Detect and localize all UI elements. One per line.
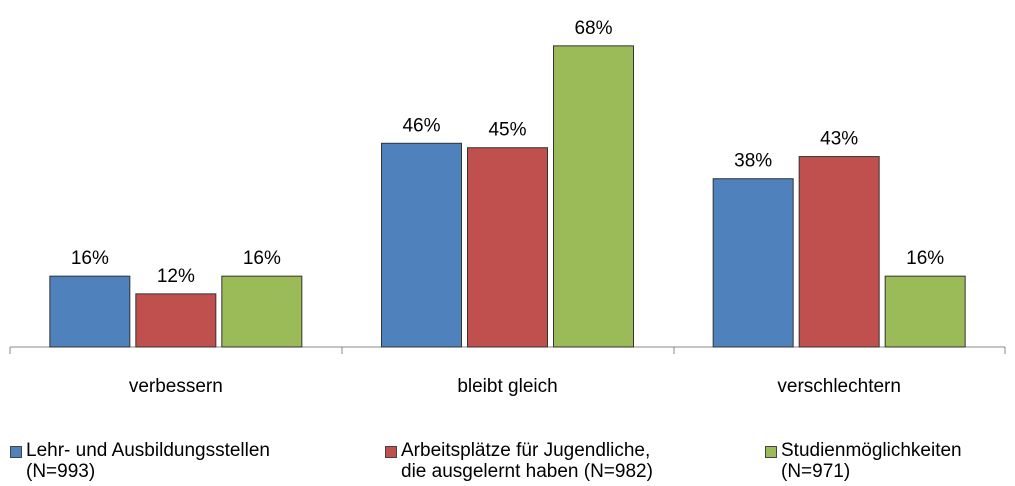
data-label: 16% bbox=[906, 248, 944, 269]
data-label: 12% bbox=[157, 266, 195, 287]
legend-swatch bbox=[10, 446, 22, 458]
x-tick-label: bleibt gleich bbox=[457, 376, 557, 397]
legend-swatch bbox=[385, 446, 397, 458]
bar bbox=[798, 156, 880, 348]
bar bbox=[381, 142, 462, 348]
legend-label: Lehr- und Ausbildungsstellen (N=993) bbox=[26, 440, 271, 482]
x-tick-label: verbessern bbox=[129, 376, 223, 397]
legend-label: Studienmöglichkeiten (N=971) bbox=[781, 440, 962, 482]
data-label: 43% bbox=[820, 129, 858, 150]
data-label: 16% bbox=[71, 248, 109, 269]
data-label: 68% bbox=[574, 18, 612, 39]
data-label: 16% bbox=[243, 248, 281, 269]
bar bbox=[712, 178, 794, 348]
bar bbox=[135, 293, 217, 348]
data-label: 45% bbox=[488, 120, 526, 141]
x-tick-label: verschlechtern bbox=[777, 376, 901, 397]
bar bbox=[467, 147, 548, 348]
data-label: 46% bbox=[402, 115, 440, 136]
data-label: 38% bbox=[734, 151, 772, 172]
legend-swatch bbox=[765, 446, 777, 458]
bar bbox=[553, 45, 634, 348]
legend-label: Arbeitsplätze für Jugendliche, die ausge… bbox=[401, 440, 653, 482]
bar bbox=[221, 275, 303, 348]
bar bbox=[884, 275, 966, 348]
bar bbox=[49, 275, 131, 348]
